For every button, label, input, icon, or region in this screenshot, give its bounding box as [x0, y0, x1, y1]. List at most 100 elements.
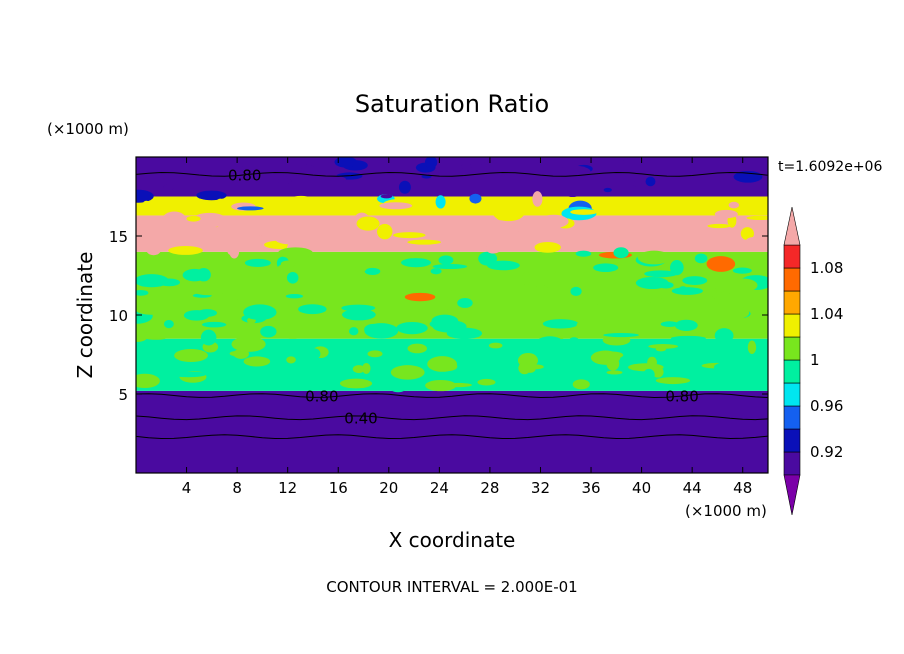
field-blob — [229, 361, 247, 372]
field-blob — [678, 286, 688, 293]
field-blob — [390, 365, 425, 380]
colorbar-tick-label: 1 — [810, 351, 820, 369]
field-blob — [431, 314, 459, 328]
field-blob — [645, 176, 656, 187]
shaded-field — [136, 157, 768, 473]
field-blob — [348, 327, 359, 336]
field-blob — [732, 267, 752, 274]
field-blob — [602, 334, 631, 346]
x-tick-label: 12 — [278, 479, 297, 497]
field-blob — [714, 209, 738, 219]
colorbar-tick-label: 1.08 — [810, 259, 843, 277]
field-blob — [192, 212, 227, 228]
field-blob — [613, 247, 629, 259]
field-blob — [728, 201, 740, 209]
contour-label: 0.80 — [665, 388, 698, 406]
field-blob — [298, 304, 327, 315]
x-tick-label: 24 — [430, 479, 449, 497]
field-blob — [606, 370, 623, 375]
field-blob — [364, 323, 384, 335]
field-blob — [538, 214, 569, 229]
field-blob — [280, 260, 296, 268]
field-blob — [301, 164, 315, 174]
field-blob — [136, 226, 156, 241]
field-blob — [237, 206, 264, 211]
field-blob — [424, 157, 438, 169]
contour-label: 0.80 — [228, 166, 261, 184]
field-blob — [334, 157, 357, 168]
field-blob — [136, 303, 168, 315]
field-blob — [354, 265, 367, 272]
field-blob — [707, 223, 731, 229]
field-blob — [747, 340, 757, 354]
field-blob — [270, 360, 285, 369]
field-blob — [618, 314, 630, 324]
field-blob — [651, 215, 677, 220]
field-blob — [136, 242, 144, 251]
field-blob — [702, 289, 717, 298]
field-blob — [146, 242, 162, 256]
field-blob — [535, 284, 549, 296]
contour-line-2 — [136, 415, 768, 421]
x-tick-label: 48 — [733, 479, 752, 497]
field-blob — [713, 361, 746, 373]
colorbar-segment — [783, 382, 801, 407]
field-blob — [606, 357, 620, 371]
field-blob — [136, 289, 149, 296]
field-blob — [277, 178, 292, 185]
field-blob — [285, 294, 304, 299]
field-blob — [163, 184, 175, 191]
field-blob — [171, 371, 207, 378]
plot-area — [136, 157, 768, 473]
field-blob — [136, 357, 157, 374]
field-blob — [278, 247, 313, 259]
field-blob — [649, 297, 664, 305]
field-blob — [486, 260, 520, 271]
x-tick-label: 44 — [683, 479, 702, 497]
colorbar-min-arrow — [783, 474, 801, 516]
field-blob — [648, 344, 679, 349]
colorbar-segment — [783, 244, 801, 269]
colorbar-segment — [783, 428, 801, 453]
field-blob — [714, 328, 734, 344]
field-blob — [136, 330, 148, 342]
contour-line-3 — [136, 434, 768, 440]
contour-line-1 — [136, 393, 768, 399]
field-blob — [535, 336, 564, 351]
field-blob — [671, 287, 703, 295]
field-blob — [380, 194, 393, 199]
field-blob — [689, 369, 704, 385]
field-blob — [603, 187, 612, 193]
field-blob — [577, 289, 606, 306]
field-blob — [637, 301, 651, 314]
contour-label: 0.40 — [344, 410, 377, 428]
field-blob — [427, 356, 457, 372]
y-axis-label: Z coordinate — [73, 252, 97, 379]
field-blob — [295, 368, 312, 381]
field-blob — [674, 319, 698, 331]
x-tick-label: 40 — [632, 479, 651, 497]
field-blob — [136, 373, 160, 389]
field-blob — [563, 183, 582, 198]
field-blob — [376, 223, 393, 240]
field-blob — [545, 269, 556, 275]
x-axis-label: X coordinate — [389, 528, 516, 552]
field-blob — [623, 223, 648, 230]
y-axis: 5 10 15 — [109, 228, 768, 404]
field-blob — [746, 215, 768, 221]
x-tick-label: 4 — [182, 479, 192, 497]
field-blob — [364, 262, 385, 268]
field-blob — [670, 259, 684, 276]
y-tick-label: 5 — [118, 386, 128, 404]
field-blob — [721, 306, 750, 320]
field-blob — [566, 225, 600, 233]
field-blob — [682, 276, 708, 285]
field-blob — [163, 319, 174, 329]
field-blob — [522, 271, 531, 286]
field-blob — [141, 200, 151, 213]
colorbar-segment — [783, 313, 801, 338]
field-blob — [593, 263, 619, 273]
field-blob — [572, 379, 590, 390]
field-blob — [367, 350, 383, 358]
field-blob — [352, 365, 365, 374]
